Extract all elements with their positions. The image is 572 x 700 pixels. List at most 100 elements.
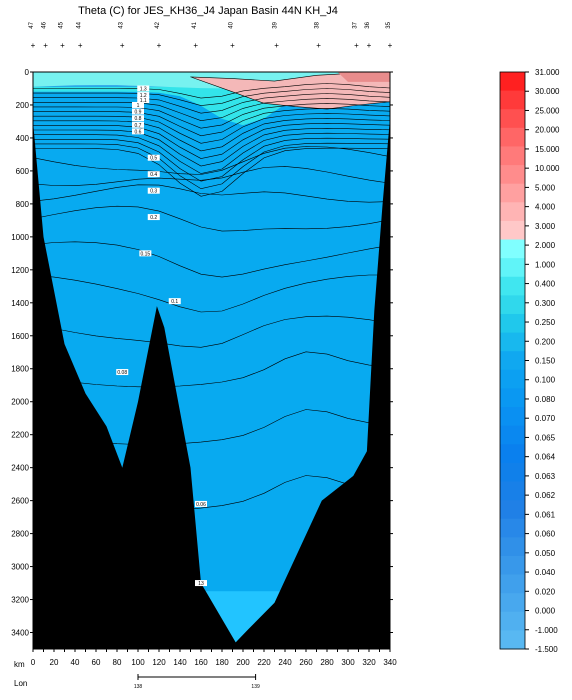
colorbar-label: 0.250 [535, 318, 556, 327]
x-tick-label: 320 [362, 658, 376, 667]
station-label: 39 [273, 21, 279, 28]
contour-label: 0.1 [171, 299, 178, 305]
y-tick-label: 2600 [11, 497, 29, 506]
contour-upper-10 [33, 132, 390, 174]
station-mark: + [193, 41, 198, 50]
lon-tick-label: 138 [134, 684, 143, 690]
y-tick-label: 3400 [11, 629, 29, 638]
contour-upper-6 [33, 113, 390, 144]
colorbar-label: 0.065 [535, 433, 556, 442]
x-tick-label: 180 [215, 658, 229, 667]
x-tick-label: 60 [92, 658, 101, 667]
contour-mid-6 [33, 315, 390, 348]
colorbar-segment [500, 109, 525, 129]
colorbar-segment [500, 518, 525, 538]
seafloor [33, 72, 390, 649]
station-mark: + [367, 41, 372, 50]
colorbar-label: 0.300 [535, 299, 556, 308]
colorbar-segment [500, 313, 525, 334]
contour-label-bg [116, 369, 129, 376]
contour-label: 0.4 [150, 172, 157, 178]
colorbar-segment [500, 146, 525, 166]
colorbar-segment [500, 444, 525, 464]
x-tick-label: 280 [320, 658, 334, 667]
contour-mid-4 [33, 241, 390, 278]
x-tick-label: 120 [152, 658, 166, 667]
y-tick-label: 400 [16, 134, 30, 143]
warm-lens [190, 72, 390, 110]
colorbar-label: 0.200 [535, 337, 556, 346]
colorbar-segment [500, 90, 525, 110]
colorbar-label: 0.020 [535, 587, 556, 596]
colorbar-segment [500, 332, 525, 352]
colorbar-label: 5.000 [535, 183, 556, 192]
contour-label-bg [195, 580, 207, 587]
station-label: 46 [42, 21, 48, 28]
station-label: 42 [155, 21, 161, 28]
x-tick-label: 220 [257, 658, 271, 667]
colorbar-label: 0.040 [535, 568, 556, 577]
contour-label-bg [147, 171, 160, 178]
colorbar-label: 0.400 [535, 280, 556, 289]
colorbar-segment [500, 165, 525, 185]
colorbar-segment [500, 258, 525, 278]
contour-upper-9 [33, 127, 390, 167]
station-mark: + [316, 41, 321, 50]
station-mark: + [60, 41, 65, 50]
contour-upper-8 [33, 122, 390, 159]
contour-label: 0.9 [135, 110, 142, 116]
y-tick-label: 1200 [11, 266, 29, 275]
station-markers: 47 +46 +45 +44 +43 +42 +41 +40 +39 +38 +37 +36 +35 + [29, 21, 393, 50]
contour-label: 0.5 [150, 156, 157, 162]
station-label: 36 [365, 21, 371, 28]
y-tick-label: 2200 [11, 431, 29, 440]
colorbar-label: 4.000 [535, 203, 556, 212]
warm-core [337, 72, 390, 82]
station-mark: + [157, 41, 162, 50]
contour-label-bg [132, 108, 144, 115]
contour-label-bg [168, 298, 181, 305]
y-tick-label: 3200 [11, 596, 29, 605]
chart-title: Theta (C) for JES_KH36_J4 Japan Basin 44… [78, 5, 338, 17]
station-label: 47 [29, 21, 35, 28]
contour-label-bg [132, 101, 144, 108]
contour-label-bg [132, 121, 144, 128]
contour-upper-0 [33, 83, 390, 99]
colorbar-label: 0.000 [535, 607, 556, 616]
contour-label: 0.3 [150, 189, 157, 195]
colorbar-segment [500, 220, 525, 241]
station-label: 40 [229, 21, 235, 28]
colorbar-label: 15.000 [535, 145, 560, 154]
colorbar-label: 1.000 [535, 260, 556, 269]
x-tick-label: 100 [131, 658, 145, 667]
x-tick-label: 260 [299, 658, 313, 667]
contour-label-bg [147, 154, 160, 161]
x-tick-label: 20 [50, 658, 59, 667]
contour-label: 1.1 [140, 98, 147, 104]
y-tick-label: 200 [16, 101, 30, 110]
colorbar-segment [500, 537, 525, 557]
colorbar-segment [500, 555, 525, 576]
x-tick-label: 160 [194, 658, 208, 667]
x-tick-label: 80 [113, 658, 122, 667]
station-mark: + [43, 41, 48, 50]
station-mark: + [354, 41, 359, 50]
contour-label: 0.8 [135, 116, 142, 122]
colorbar-label: -1.500 [535, 645, 558, 654]
contour-label: 0.7 [135, 123, 142, 129]
contour-upper-13 [33, 147, 390, 197]
colorbar-label: 31.000 [535, 68, 560, 77]
water-bands [33, 72, 390, 649]
x-tick-label: 0 [31, 658, 36, 667]
station-label: 37 [352, 21, 358, 28]
contour-mid-5 [33, 274, 390, 313]
contour-upper-12 [33, 142, 390, 190]
lon-tick-label: 139 [251, 684, 260, 690]
colorbar-label: 0.064 [535, 453, 556, 462]
contour-label-bg [132, 115, 144, 122]
colorbar-label: 0.070 [535, 414, 556, 423]
contour-label-bg [195, 500, 207, 507]
colorbar-label: 30.000 [535, 87, 560, 96]
colorbar-segment [500, 239, 525, 259]
